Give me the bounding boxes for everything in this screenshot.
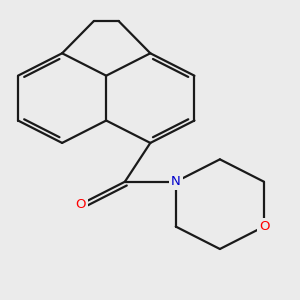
Text: N: N: [171, 175, 181, 188]
Text: O: O: [76, 198, 86, 211]
Text: O: O: [259, 220, 269, 233]
